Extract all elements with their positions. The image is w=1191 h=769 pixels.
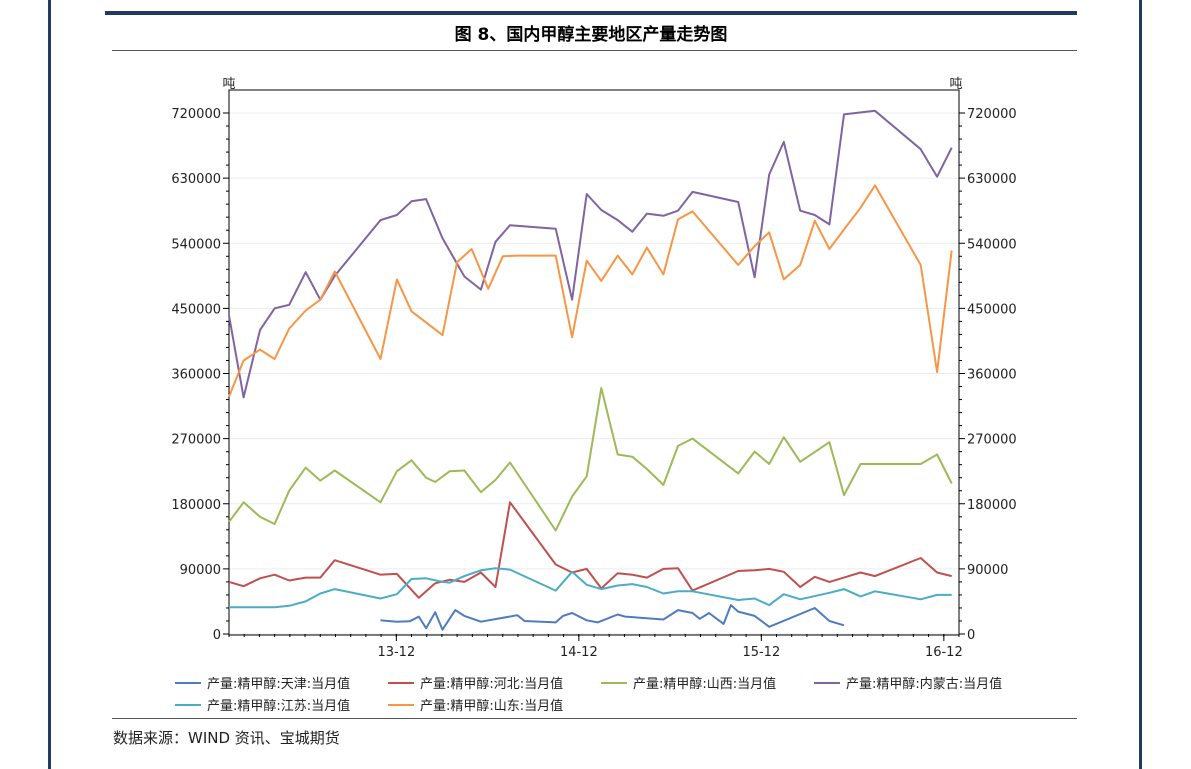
gridlines <box>229 112 959 635</box>
legend-label-2: 产量:精甲醇:山西:当月值 <box>633 676 776 692</box>
y-tick-label-right: 540000 <box>967 237 1017 252</box>
plot-frame <box>228 89 960 636</box>
legend-label-1: 产量:精甲醇:河北:当月值 <box>420 676 563 692</box>
legend-label-3: 产量:精甲醇:内蒙古:当月值 <box>846 676 1002 692</box>
series-line-5 <box>228 184 953 398</box>
y-tick-label-left: 270000 <box>171 433 221 448</box>
y-tick-label-right: 90000 <box>967 563 1008 578</box>
data-source-note: 数据来源：WIND 资讯、宝城期货 <box>113 729 340 747</box>
footer-rule <box>112 718 1077 719</box>
title-underline <box>112 50 1077 51</box>
legend: 产量:精甲醇:天津:当月值 产量:精甲醇:河北:当月值 产量:精甲醇:山西:当月值产… <box>175 676 1002 714</box>
x-tick-label: 15-12 <box>742 645 780 660</box>
y-ticks: 0 0 90000 90000 180000 180000 270000 270000 3600… <box>171 107 1016 643</box>
x-tick-label: 14-12 <box>560 645 598 660</box>
series-line-3 <box>228 109 953 399</box>
y-tick-label-left: 540000 <box>171 237 221 252</box>
y-tick-label-right: 360000 <box>967 368 1017 383</box>
series-lines <box>228 109 953 631</box>
left-y-unit-label: 吨 <box>222 77 235 92</box>
y-tick-label-left: 180000 <box>171 498 221 513</box>
legend-label-5: 产量:精甲醇:山东:当月值 <box>420 698 563 714</box>
series-line-1 <box>228 501 952 599</box>
y-tick-label-left: 90000 <box>180 563 221 578</box>
y-tick-label-left: 360000 <box>171 368 221 383</box>
x-ticks: 13-12 14-12 15-12 16-12 <box>228 634 963 660</box>
axes <box>228 89 960 636</box>
top-rule <box>105 11 1077 15</box>
y-tick-label-right: 270000 <box>967 433 1017 448</box>
right-y-unit-label: 吨 <box>949 77 962 92</box>
y-tick-label-right: 180000 <box>967 498 1017 513</box>
right-page-border <box>1139 0 1142 769</box>
y-tick-label-left: 630000 <box>171 172 221 187</box>
legend-label-0: 产量:精甲醇:天津:当月值 <box>207 676 350 692</box>
series-line-4 <box>229 567 952 609</box>
figure-title: 图 8、国内甲醇主要地区产量走势图 <box>454 25 728 45</box>
left-page-border <box>48 0 51 769</box>
series-line-2 <box>228 387 953 532</box>
y-tick-label-right: 720000 <box>967 107 1017 122</box>
y-tick-label-right: 630000 <box>967 172 1017 187</box>
legend-label-4: 产量:精甲醇:江苏:当月值 <box>207 698 350 714</box>
series-line-0 <box>380 604 845 631</box>
y-tick-label-left: 450000 <box>171 302 221 317</box>
y-tick-label-left: 720000 <box>171 107 221 122</box>
y-tick-label-right: 0 <box>967 628 975 643</box>
x-tick-label: 16-12 <box>925 645 963 660</box>
y-tick-label-left: 0 <box>213 628 221 643</box>
y-tick-label-right: 450000 <box>967 302 1017 317</box>
x-tick-label: 13-12 <box>377 645 415 660</box>
